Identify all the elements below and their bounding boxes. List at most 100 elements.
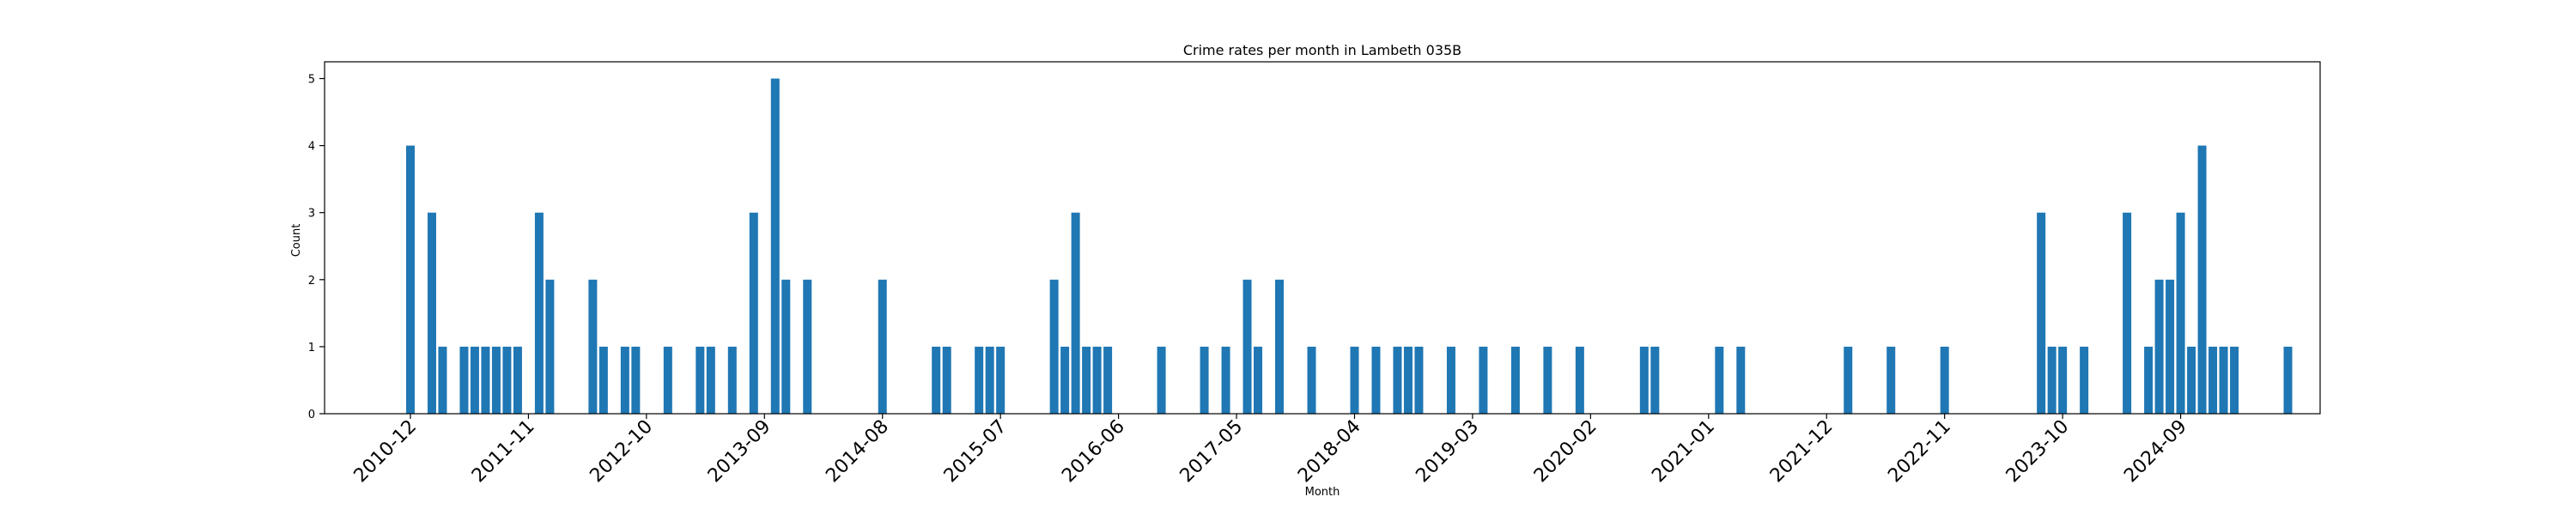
bar-2017-09 <box>1275 279 1285 414</box>
bar-2024-09 <box>2176 212 2185 414</box>
x-tick-label: 2024-09 <box>2120 416 2191 488</box>
bar-2013-10 <box>770 78 780 415</box>
bar-2023-08 <box>2037 212 2046 414</box>
y-tick-label: 3 <box>308 208 315 221</box>
bar-2011-09 <box>502 346 512 414</box>
x-tick-label: 2023-10 <box>2002 416 2074 488</box>
bar-2017-07 <box>1254 346 1263 414</box>
bar-2015-01 <box>932 346 941 414</box>
bar-2020-07 <box>1639 346 1649 414</box>
bar-2024-07 <box>2154 279 2164 414</box>
bar-2023-09 <box>2047 346 2057 414</box>
bar-2024-10 <box>2187 346 2196 414</box>
bar-2025-07 <box>2283 346 2293 414</box>
bar-2013-08 <box>749 212 758 414</box>
bar-2018-06 <box>1371 346 1381 414</box>
bar-2024-12 <box>2208 346 2218 414</box>
bar-2016-01 <box>1060 346 1070 414</box>
bar-2025-01 <box>2219 346 2228 414</box>
bar-2012-05 <box>588 279 598 414</box>
y-axis-label: Count <box>290 224 303 258</box>
bar-2015-06 <box>985 346 994 414</box>
bar-2011-03 <box>438 346 447 414</box>
bar-2021-04 <box>1736 346 1746 414</box>
bar-2021-02 <box>1715 346 1724 414</box>
x-tick-label: 2015-07 <box>940 416 1012 488</box>
bar-2017-12 <box>1307 346 1316 414</box>
x-tick-label: 2018-04 <box>1294 416 1365 488</box>
y-tick-label: 1 <box>308 342 315 354</box>
bar-2010-12 <box>405 145 415 414</box>
bar-2022-06 <box>1886 346 1896 414</box>
bar-2011-05 <box>459 346 469 414</box>
bar-2015-07 <box>996 346 1005 414</box>
bar-2016-10 <box>1157 346 1166 414</box>
bar-2019-01 <box>1446 346 1455 414</box>
bar-2024-04 <box>2123 212 2132 414</box>
bar-2018-08 <box>1393 346 1402 414</box>
bar-2018-10 <box>1414 346 1424 414</box>
plot-frame <box>324 61 2321 415</box>
bar-2011-08 <box>491 346 501 414</box>
bar-2013-11 <box>781 279 791 414</box>
bar-2013-03 <box>696 346 705 414</box>
x-tick-label: 2017-05 <box>1176 416 1248 488</box>
bar-2025-02 <box>2230 346 2239 414</box>
bar-2011-12 <box>534 212 544 414</box>
y-tick-label: 2 <box>308 275 315 288</box>
x-tick-label: 2019-03 <box>1412 416 1483 488</box>
bar-2024-11 <box>2197 145 2207 414</box>
x-tick-label: 2021-12 <box>1766 416 1838 488</box>
bar-2024-08 <box>2166 279 2175 414</box>
bar-2016-05 <box>1103 346 1113 414</box>
bar-2012-06 <box>598 346 608 414</box>
bar-2017-02 <box>1200 346 1209 414</box>
x-tick-label: 2014-08 <box>822 416 893 488</box>
bar-2016-02 <box>1071 212 1080 414</box>
x-tick-label: 2016-06 <box>1058 416 1129 488</box>
bar-2015-05 <box>975 346 984 414</box>
bar-2015-02 <box>942 346 951 414</box>
bar-2018-04 <box>1350 346 1359 414</box>
bar-2017-06 <box>1242 279 1252 414</box>
x-tick-label: 2012-10 <box>586 416 657 488</box>
bar-2022-02 <box>1844 346 1853 414</box>
y-tick-label: 0 <box>308 409 315 421</box>
x-tick-label: 2013-09 <box>704 416 775 488</box>
bar-2012-08 <box>620 346 629 414</box>
x-tick-label: 2021-01 <box>1648 416 1719 488</box>
bar-2019-10 <box>1543 346 1552 414</box>
bar-2017-04 <box>1221 346 1230 414</box>
bar-2016-03 <box>1082 346 1091 414</box>
bar-2013-06 <box>727 346 737 414</box>
axes-layer: 0 1 2 3 4 5 2010-12 2011-11 2012-10 2013-09 2014-0… <box>308 61 2321 488</box>
y-tick-label: 5 <box>308 74 315 87</box>
bar-2024-06 <box>2144 346 2154 414</box>
x-axis-label: Month <box>1305 486 1340 499</box>
bar-2020-01 <box>1575 346 1584 414</box>
bar-2014-08 <box>878 279 887 414</box>
bar-2011-02 <box>427 212 436 414</box>
x-tick-label: 2011-11 <box>468 416 539 488</box>
bar-2016-04 <box>1092 346 1102 414</box>
bar-2015-12 <box>1049 279 1059 414</box>
x-tick-label: 2020-02 <box>1530 416 1601 488</box>
bar-2019-04 <box>1479 346 1488 414</box>
bar-2020-08 <box>1650 346 1660 414</box>
bar-2011-06 <box>470 346 479 414</box>
bar-2022-11 <box>1940 346 1949 414</box>
bar-2023-12 <box>2080 346 2089 414</box>
bar-2014-01 <box>803 279 812 414</box>
bar-2019-07 <box>1510 346 1520 414</box>
bar-2013-04 <box>706 346 715 414</box>
chart-title: Crime rates per month in Lambeth 035B <box>1183 42 1461 58</box>
bar-2011-10 <box>513 346 522 414</box>
bar-2012-09 <box>631 346 641 414</box>
bar-2023-10 <box>2058 346 2068 414</box>
bar-2018-09 <box>1403 346 1413 414</box>
bar-2012-01 <box>545 279 555 414</box>
bar-2011-07 <box>481 346 490 414</box>
y-tick-label: 4 <box>308 141 315 154</box>
